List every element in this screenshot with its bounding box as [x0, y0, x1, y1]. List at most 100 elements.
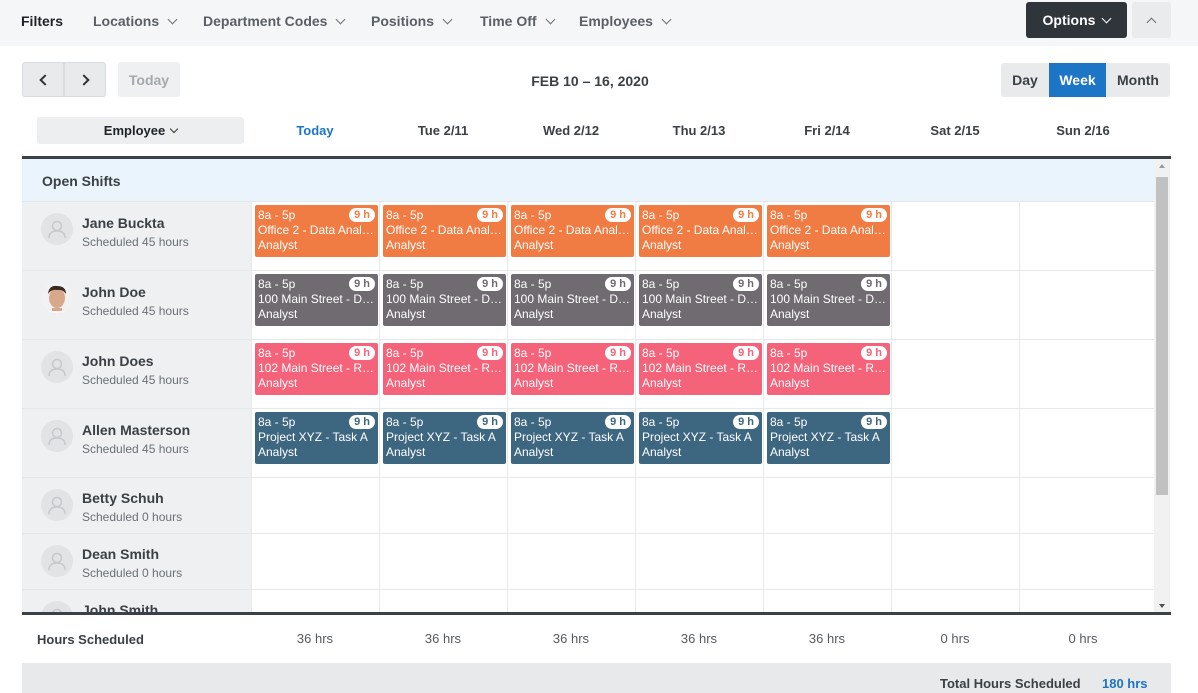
shift-card[interactable]: 8a - 5p 102 Main Street - Retail Analyst 9 …	[511, 343, 634, 395]
shift-card[interactable]: 8a - 5p Project XYZ - Task A Analyst 9 h	[255, 412, 378, 464]
previous-week-button[interactable]	[22, 62, 64, 97]
day-cell[interactable]: 8a - 5p Office 2 - Data Analyst Analyst 9 h	[379, 202, 507, 270]
filter-locations[interactable]: Locations	[93, 13, 178, 29]
day-cell[interactable]	[251, 590, 379, 613]
day-cell[interactable]	[891, 478, 1019, 533]
day-cell[interactable]	[1019, 409, 1147, 477]
shift-card[interactable]: 8a - 5p Office 2 - Data Analyst Analyst 9 h	[639, 205, 762, 257]
employee-name[interactable]: John Does	[82, 353, 154, 369]
day-cell[interactable]: 8a - 5p Office 2 - Data Analyst Analyst 9 h	[763, 202, 891, 270]
shift-card[interactable]: 8a - 5p 102 Main Street - Retail Analyst 9 …	[383, 343, 506, 395]
day-cell[interactable]	[635, 590, 763, 613]
day-cell[interactable]: 8a - 5p 100 Main Street - Data Analyst 9 h	[763, 271, 891, 339]
day-cell[interactable]	[635, 478, 763, 533]
shift-card[interactable]: 8a - 5p 100 Main Street - Data Analyst 9 h	[639, 274, 762, 326]
view-week-button[interactable]: Week	[1049, 63, 1106, 97]
shift-card[interactable]: 8a - 5p 100 Main Street - Data Analyst 9 h	[511, 274, 634, 326]
filter-positions[interactable]: Positions	[371, 13, 453, 29]
employee-cell[interactable]: Jane Buckta Scheduled 45 hours	[22, 202, 251, 270]
day-cell[interactable]	[891, 340, 1019, 408]
day-cell[interactable]	[891, 590, 1019, 613]
employee-cell[interactable]: John Does Scheduled 45 hours	[22, 340, 251, 408]
shift-card[interactable]: 8a - 5p 102 Main Street - Retail Analyst 9 …	[639, 343, 762, 395]
day-cell[interactable]	[1019, 590, 1147, 613]
scroll-up-icon[interactable]	[1159, 164, 1165, 168]
employee-name[interactable]: John Smith	[82, 602, 159, 613]
shift-card[interactable]: 8a - 5p Office 2 - Data Analyst Analyst 9 h	[767, 205, 890, 257]
employee-row[interactable]: Betty Schuh Scheduled 0 hours	[22, 478, 1154, 534]
day-cell[interactable]: 8a - 5p Project XYZ - Task A Analyst 9 h	[635, 409, 763, 477]
day-cell[interactable]: 8a - 5p Office 2 - Data Analyst Analyst 9 h	[635, 202, 763, 270]
day-cell[interactable]	[763, 590, 891, 613]
day-cell[interactable]: 8a - 5p 102 Main Street - Retail Analyst 9 …	[251, 340, 379, 408]
employee-cell[interactable]: Allen Masterson Scheduled 45 hours	[22, 409, 251, 477]
shift-card[interactable]: 8a - 5p 100 Main Street - Data Analyst 9 h	[383, 274, 506, 326]
employee-cell[interactable]: John Smith	[22, 590, 251, 613]
day-cell[interactable]: 8a - 5p 100 Main Street - Data Analyst 9 h	[635, 271, 763, 339]
employee-row[interactable]: John Smith	[22, 590, 1154, 613]
employee-row[interactable]: Jane Buckta Scheduled 45 hours 8a - 5p Offi…	[22, 202, 1154, 271]
day-cell[interactable]	[507, 590, 635, 613]
employee-cell[interactable]: Dean Smith Scheduled 0 hours	[22, 534, 251, 589]
employee-name[interactable]: Jane Buckta	[82, 215, 165, 231]
day-cell[interactable]	[635, 534, 763, 589]
day-cell[interactable]	[251, 534, 379, 589]
employee-row[interactable]: Allen Masterson Scheduled 45 hours 8a - 5p…	[22, 409, 1154, 478]
day-cell[interactable]: 8a - 5p Project XYZ - Task A Analyst 9 h	[507, 409, 635, 477]
filter-department-codes[interactable]: Department Codes	[203, 13, 346, 29]
day-cell[interactable]	[507, 478, 635, 533]
day-cell[interactable]	[891, 534, 1019, 589]
day-cell[interactable]	[1019, 534, 1147, 589]
day-cell[interactable]: 8a - 5p Project XYZ - Task A Analyst 9 h	[763, 409, 891, 477]
day-cell[interactable]	[891, 271, 1019, 339]
day-cell[interactable]: 8a - 5p 100 Main Street - Data Analyst 9 h	[379, 271, 507, 339]
day-cell[interactable]	[891, 202, 1019, 270]
day-cell[interactable]: 8a - 5p Project XYZ - Task A Analyst 9 h	[251, 409, 379, 477]
today-button[interactable]: Today	[118, 62, 180, 97]
shift-card[interactable]: 8a - 5p Project XYZ - Task A Analyst 9 h	[511, 412, 634, 464]
filter-time-off[interactable]: Time Off	[480, 13, 555, 29]
scroll-down-icon[interactable]	[1159, 604, 1165, 608]
day-cell[interactable]: 8a - 5p 102 Main Street - Retail Analyst 9 …	[763, 340, 891, 408]
day-cell[interactable]	[507, 534, 635, 589]
day-cell[interactable]	[1019, 271, 1147, 339]
day-cell[interactable]: 8a - 5p 100 Main Street - Data Analyst 9 h	[507, 271, 635, 339]
day-cell[interactable]	[1019, 202, 1147, 270]
open-shifts-row[interactable]: Open Shifts	[22, 159, 1154, 202]
shift-card[interactable]: 8a - 5p Office 2 - Data Analyst Analyst 9 h	[255, 205, 378, 257]
employee-cell[interactable]: Betty Schuh Scheduled 0 hours	[22, 478, 251, 533]
day-cell[interactable]: 8a - 5p Office 2 - Data Analyst Analyst 9 h	[251, 202, 379, 270]
day-cell[interactable]	[1019, 340, 1147, 408]
view-month-button[interactable]: Month	[1106, 63, 1170, 97]
employee-name[interactable]: Betty Schuh	[82, 490, 164, 506]
shift-card[interactable]: 8a - 5p Project XYZ - Task A Analyst 9 h	[767, 412, 890, 464]
options-button[interactable]: Options	[1026, 2, 1127, 38]
collapse-filters-button[interactable]	[1132, 2, 1171, 38]
day-cell[interactable]	[251, 478, 379, 533]
shift-card[interactable]: 8a - 5p 102 Main Street - Retail Analyst 9 …	[255, 343, 378, 395]
shift-card[interactable]: 8a - 5p Project XYZ - Task A Analyst 9 h	[383, 412, 506, 464]
day-cell[interactable]	[763, 534, 891, 589]
employee-name[interactable]: John Doe	[82, 284, 146, 300]
employee-row[interactable]: John Does Scheduled 45 hours 8a - 5p 102 Ma…	[22, 340, 1154, 409]
day-cell[interactable]	[379, 590, 507, 613]
day-cell[interactable]	[1019, 478, 1147, 533]
day-cell[interactable]: 8a - 5p 102 Main Street - Retail Analyst 9 …	[379, 340, 507, 408]
day-cell[interactable]: 8a - 5p Project XYZ - Task A Analyst 9 h	[379, 409, 507, 477]
day-cell[interactable]	[379, 534, 507, 589]
employee-name[interactable]: Dean Smith	[82, 546, 160, 562]
employee-sort-dropdown[interactable]: Employee	[37, 117, 244, 144]
view-day-button[interactable]: Day	[1001, 63, 1049, 97]
schedule-grid[interactable]: Open Shifts Jane Buckta Scheduled 45 hour…	[22, 159, 1154, 613]
shift-card[interactable]: 8a - 5p Office 2 - Data Analyst Analyst 9 h	[383, 205, 506, 257]
shift-card[interactable]: 8a - 5p Project XYZ - Task A Analyst 9 h	[639, 412, 762, 464]
day-cell[interactable]: 8a - 5p 100 Main Street - Data Analyst 9 h	[251, 271, 379, 339]
scrollbar-thumb[interactable]	[1156, 177, 1168, 495]
day-cell[interactable]	[763, 478, 891, 533]
day-cell[interactable]	[891, 409, 1019, 477]
day-cell[interactable]	[379, 478, 507, 533]
day-cell[interactable]: 8a - 5p 102 Main Street - Retail Analyst 9 …	[635, 340, 763, 408]
vertical-scrollbar[interactable]	[1154, 159, 1170, 613]
day-cell[interactable]: 8a - 5p 102 Main Street - Retail Analyst 9 …	[507, 340, 635, 408]
filter-employees[interactable]: Employees	[579, 13, 672, 29]
